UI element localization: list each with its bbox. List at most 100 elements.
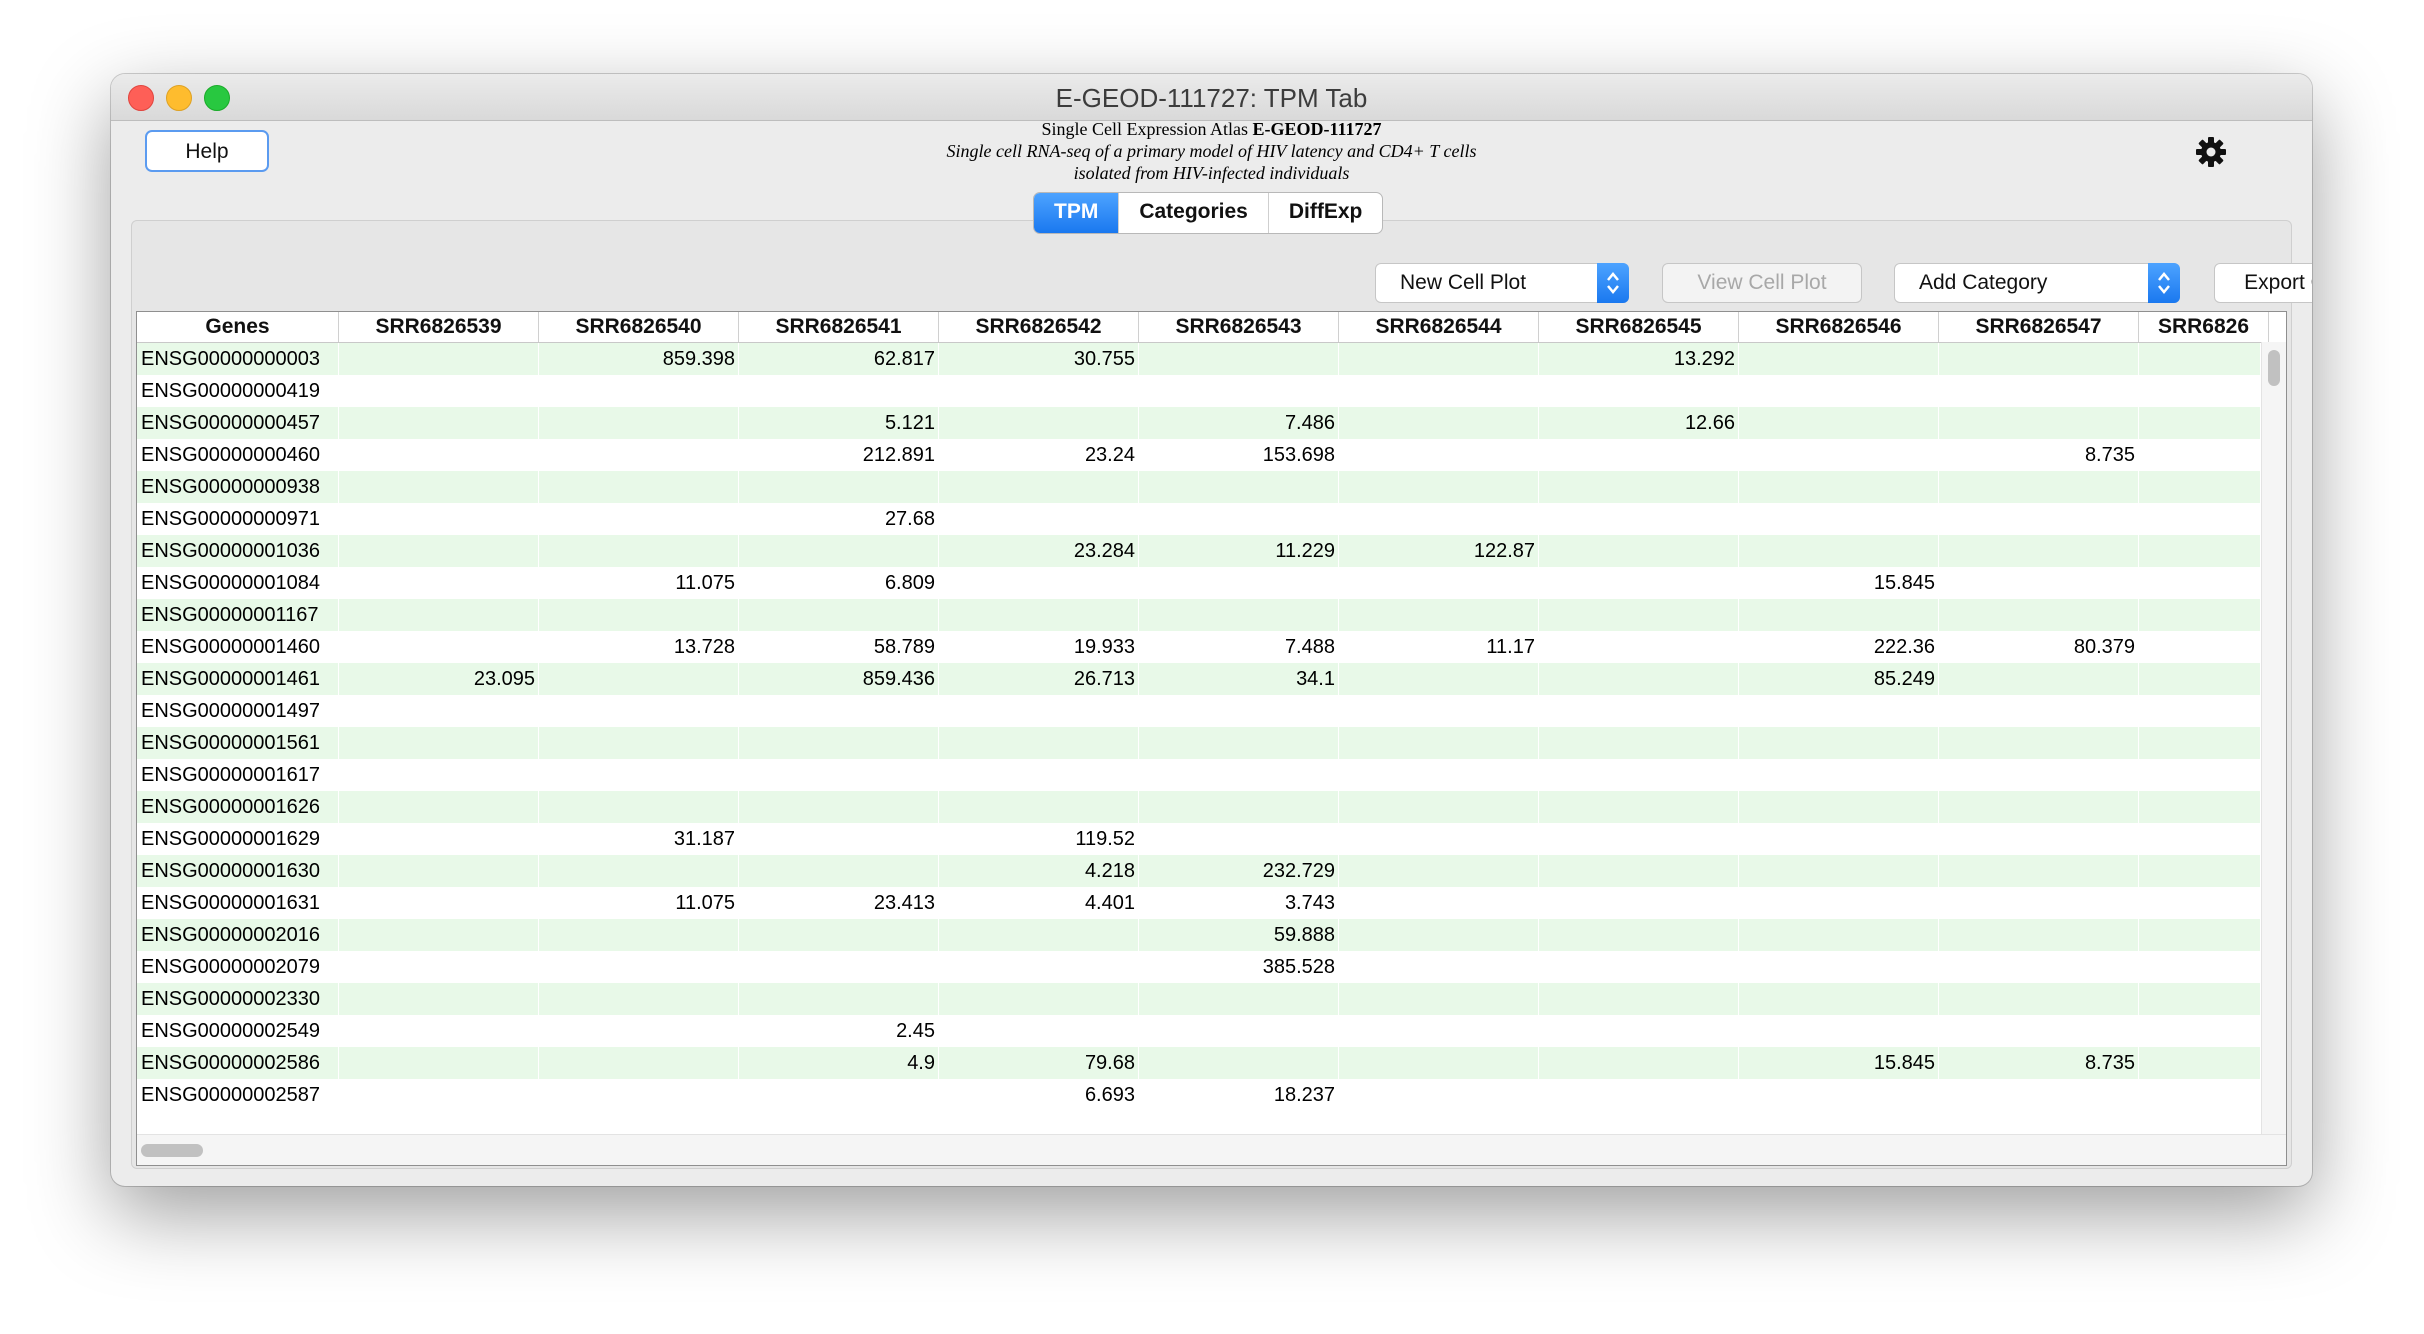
- gene-id-cell[interactable]: ENSG00000000419: [137, 375, 339, 407]
- tpm-value-cell[interactable]: 4.401: [939, 887, 1139, 919]
- tpm-value-cell[interactable]: [1739, 407, 1939, 439]
- tpm-value-cell[interactable]: 85.249: [1739, 663, 1939, 695]
- tpm-value-cell[interactable]: [1339, 343, 1539, 375]
- tpm-value-cell[interactable]: 122.87: [1339, 535, 1539, 567]
- table-row[interactable]: ENSG00000001036 23.284 11.229 122.87: [137, 535, 2269, 567]
- tpm-value-cell[interactable]: [1939, 407, 2139, 439]
- tpm-value-cell[interactable]: 59.888: [1139, 919, 1339, 951]
- tpm-value-cell[interactable]: 212.891: [739, 439, 939, 471]
- table-row[interactable]: ENSG00000001497: [137, 695, 2269, 727]
- tpm-value-cell[interactable]: [1739, 887, 1939, 919]
- gene-id-cell[interactable]: ENSG00000001461: [137, 663, 339, 695]
- table-row[interactable]: ENSG00000001561: [137, 727, 2269, 759]
- tpm-value-cell[interactable]: [1339, 759, 1539, 791]
- add-category-select[interactable]: Add Category: [1894, 263, 2180, 303]
- gene-id-cell[interactable]: ENSG00000001036: [137, 535, 339, 567]
- column-header[interactable]: SRR6826539: [339, 312, 539, 342]
- tpm-value-cell[interactable]: [739, 695, 939, 727]
- tpm-value-cell[interactable]: [1139, 1015, 1339, 1047]
- tpm-value-cell[interactable]: [339, 631, 539, 663]
- gene-id-cell[interactable]: ENSG00000001617: [137, 759, 339, 791]
- tpm-value-cell[interactable]: 4.218: [939, 855, 1139, 887]
- tpm-value-cell[interactable]: [1139, 471, 1339, 503]
- tpm-value-cell[interactable]: [1339, 599, 1539, 631]
- tpm-value-cell[interactable]: [339, 983, 539, 1015]
- tpm-value-cell[interactable]: [1339, 471, 1539, 503]
- tpm-value-cell[interactable]: [1139, 791, 1339, 823]
- table-row[interactable]: ENSG00000000003 859.398 62.817 30.755 13.292: [137, 343, 2269, 375]
- tpm-value-cell[interactable]: [1739, 791, 1939, 823]
- tpm-value-cell[interactable]: [1539, 567, 1739, 599]
- tpm-value-cell[interactable]: 232.729: [1139, 855, 1339, 887]
- tpm-value-cell[interactable]: 5.121: [739, 407, 939, 439]
- table-row[interactable]: ENSG00000001629 31.187 119.52: [137, 823, 2269, 855]
- tpm-value-cell[interactable]: [1539, 439, 1739, 471]
- tpm-value-cell[interactable]: [739, 759, 939, 791]
- tpm-value-cell[interactable]: [939, 919, 1139, 951]
- tpm-value-cell[interactable]: [1539, 919, 1739, 951]
- tpm-value-cell[interactable]: [1739, 439, 1939, 471]
- horizontal-scroll-thumb[interactable]: [141, 1144, 203, 1157]
- tpm-value-cell[interactable]: [2139, 439, 2269, 471]
- close-window-button[interactable]: [128, 85, 154, 111]
- table-row[interactable]: ENSG00000002587 6.693 18.237: [137, 1079, 2269, 1111]
- tpm-value-cell[interactable]: [2139, 887, 2269, 919]
- tpm-value-cell[interactable]: [339, 343, 539, 375]
- tpm-value-cell[interactable]: [1739, 503, 1939, 535]
- vertical-scroll-thumb[interactable]: [2268, 350, 2280, 386]
- tpm-value-cell[interactable]: [1339, 567, 1539, 599]
- tpm-value-cell[interactable]: 3.743: [1139, 887, 1339, 919]
- tpm-value-cell[interactable]: [1339, 983, 1539, 1015]
- tpm-value-cell[interactable]: 8.735: [1939, 439, 2139, 471]
- tpm-value-cell[interactable]: [339, 375, 539, 407]
- tpm-value-cell[interactable]: [1939, 791, 2139, 823]
- tpm-value-cell[interactable]: [2139, 791, 2269, 823]
- tpm-value-cell[interactable]: [1539, 1079, 1739, 1111]
- table-row[interactable]: ENSG00000001630 4.218 232.729: [137, 855, 2269, 887]
- tpm-value-cell[interactable]: [1539, 727, 1739, 759]
- tpm-value-cell[interactable]: [539, 1015, 739, 1047]
- tpm-value-cell[interactable]: 11.075: [539, 567, 739, 599]
- tpm-value-cell[interactable]: [1339, 375, 1539, 407]
- tab-tpm[interactable]: TPM: [1034, 193, 1120, 233]
- tpm-value-cell[interactable]: [539, 919, 739, 951]
- tpm-value-cell[interactable]: 6.809: [739, 567, 939, 599]
- tpm-value-cell[interactable]: [939, 1015, 1139, 1047]
- column-header[interactable]: SRR6826546: [1739, 312, 1939, 342]
- tpm-value-cell[interactable]: [1739, 951, 1939, 983]
- tpm-value-cell[interactable]: [2139, 1047, 2269, 1079]
- tpm-value-cell[interactable]: [739, 951, 939, 983]
- tpm-value-cell[interactable]: [939, 727, 1139, 759]
- help-button[interactable]: Help: [145, 130, 269, 172]
- tpm-value-cell[interactable]: 23.413: [739, 887, 939, 919]
- tpm-value-cell[interactable]: 23.284: [939, 535, 1139, 567]
- tpm-value-cell[interactable]: [939, 695, 1139, 727]
- tpm-value-cell[interactable]: [2139, 567, 2269, 599]
- tpm-value-cell[interactable]: [739, 791, 939, 823]
- tpm-value-cell[interactable]: [1339, 951, 1539, 983]
- gene-id-cell[interactable]: ENSG00000002549: [137, 1015, 339, 1047]
- gene-id-cell[interactable]: ENSG00000001626: [137, 791, 339, 823]
- tpm-value-cell[interactable]: [2139, 983, 2269, 1015]
- tpm-value-cell[interactable]: [1939, 759, 2139, 791]
- tpm-value-cell[interactable]: [1939, 983, 2139, 1015]
- tpm-value-cell[interactable]: 15.845: [1739, 1047, 1939, 1079]
- tpm-value-cell[interactable]: [1139, 375, 1339, 407]
- table-row[interactable]: ENSG00000002330: [137, 983, 2269, 1015]
- tpm-value-cell[interactable]: [1739, 855, 1939, 887]
- table-row[interactable]: ENSG00000001084 11.075 6.809 15.845: [137, 567, 2269, 599]
- gene-id-cell[interactable]: ENSG00000001167: [137, 599, 339, 631]
- tpm-value-cell[interactable]: [1139, 695, 1339, 727]
- tpm-value-cell[interactable]: [339, 951, 539, 983]
- tpm-value-cell[interactable]: [539, 1047, 739, 1079]
- tpm-value-cell[interactable]: [539, 951, 739, 983]
- tpm-value-cell[interactable]: 18.237: [1139, 1079, 1339, 1111]
- tpm-value-cell[interactable]: 79.68: [939, 1047, 1139, 1079]
- tpm-value-cell[interactable]: [1539, 695, 1739, 727]
- tpm-value-cell[interactable]: 6.693: [939, 1079, 1139, 1111]
- tpm-value-cell[interactable]: [339, 759, 539, 791]
- tpm-value-cell[interactable]: [1339, 695, 1539, 727]
- tpm-value-cell[interactable]: [1539, 1047, 1739, 1079]
- tpm-value-cell[interactable]: 153.698: [1139, 439, 1339, 471]
- tpm-value-cell[interactable]: [2139, 1079, 2269, 1111]
